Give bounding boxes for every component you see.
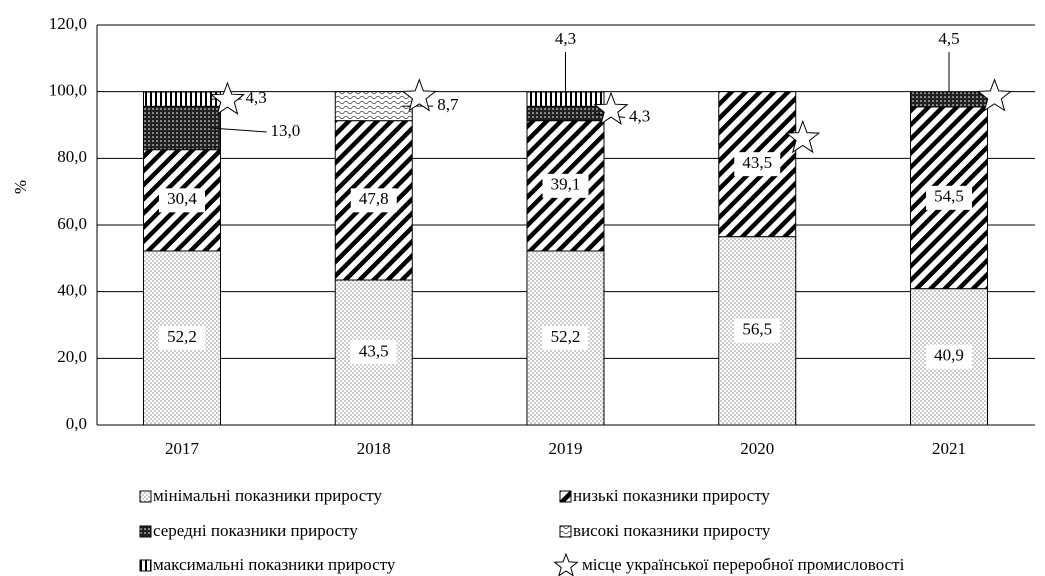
- x-tick-label: 2021: [932, 439, 966, 458]
- star-marker: [209, 81, 246, 115]
- data-label: 43,5: [742, 153, 772, 172]
- label-box: [926, 185, 972, 210]
- data-label: 39,1: [551, 175, 581, 194]
- legend-swatch: [139, 525, 152, 538]
- legend-label: середні показники приросту: [153, 521, 358, 540]
- data-label: 13,0: [271, 121, 301, 140]
- label-box: [542, 173, 589, 198]
- label-box: [734, 152, 781, 177]
- legend-swatch: [139, 559, 152, 572]
- legend-label: максимальні показники приросту: [153, 555, 396, 574]
- data-label: 8,7: [437, 95, 459, 114]
- star-marker: [785, 119, 821, 154]
- data-label: 4,3: [555, 29, 576, 48]
- data-label: 56,5: [742, 320, 772, 339]
- legend-label: мінімальні показники приросту: [153, 486, 382, 505]
- legend-swatch: [139, 490, 152, 503]
- bar-segment: [334, 91, 413, 122]
- data-label: 43,5: [359, 341, 389, 360]
- bar-segment: [143, 105, 221, 151]
- legend-label: високі показники приросту: [573, 521, 771, 540]
- legend-label: місце української переробної промисловос…: [582, 555, 905, 574]
- legend-label: низькі показники приросту: [573, 486, 770, 505]
- bar-segment: [143, 91, 221, 107]
- star-marker: [401, 78, 437, 112]
- x-tick-label: 2018: [357, 439, 391, 458]
- data-label: 4,3: [246, 88, 267, 107]
- leader-line: [210, 127, 267, 133]
- label-box: [734, 318, 781, 343]
- y-tick-label: 20,0: [57, 347, 87, 366]
- label-box: [926, 344, 972, 369]
- data-label: 30,4: [167, 189, 197, 208]
- label-box: [350, 188, 397, 213]
- x-tick-label: 2017: [165, 439, 200, 458]
- y-tick-label: 120,0: [49, 14, 87, 33]
- bar-segment: [526, 105, 605, 122]
- y-tick-label: 0,0: [66, 414, 87, 433]
- y-tick-label: 100,0: [49, 81, 87, 100]
- bar-segment: [910, 91, 988, 108]
- legend-star: [553, 552, 579, 576]
- legend-swatch: [559, 490, 572, 503]
- x-tick-label: 2019: [549, 439, 583, 458]
- data-label: 4,3: [629, 106, 650, 125]
- legend-swatch: [559, 525, 572, 538]
- data-label: 54,5: [934, 187, 964, 206]
- label-box: [159, 188, 205, 213]
- data-label: 4,5: [938, 29, 959, 48]
- data-label: 52,2: [551, 327, 581, 346]
- label-box: [542, 326, 589, 350]
- y-tick-label: 80,0: [57, 147, 87, 166]
- star-marker: [593, 91, 629, 125]
- label-box: [159, 326, 205, 350]
- data-label: 52,2: [167, 327, 197, 346]
- star-marker: [976, 78, 1013, 112]
- label-box: [350, 340, 397, 365]
- y-tick-label: 40,0: [57, 281, 87, 300]
- data-label: 40,9: [934, 346, 964, 365]
- bar-segment: [526, 91, 605, 107]
- y-tick-label: 60,0: [57, 214, 87, 233]
- x-tick-label: 2020: [740, 439, 774, 458]
- data-label: 47,8: [359, 189, 389, 208]
- y-axis-label: %: [11, 180, 30, 194]
